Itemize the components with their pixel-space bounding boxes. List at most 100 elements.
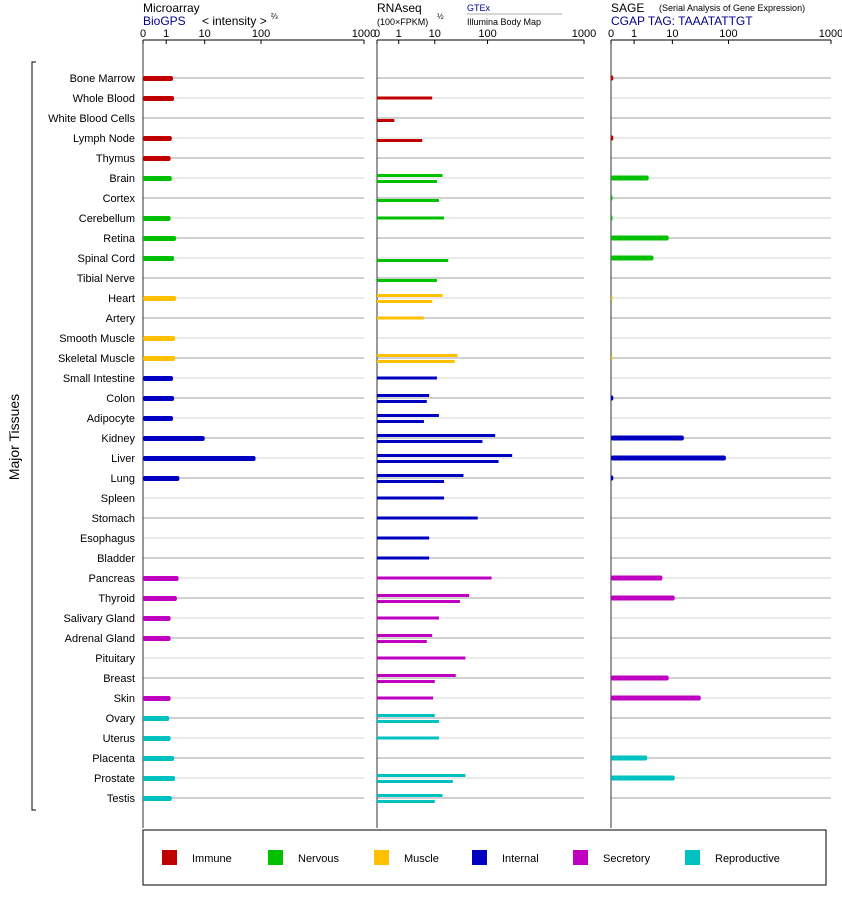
tissue-label: Lung: [111, 473, 135, 485]
sage-bar: [611, 75, 614, 81]
rna-tick-label: 1: [396, 28, 402, 40]
legend-swatch: [685, 850, 700, 865]
microarray-bar: [143, 256, 175, 261]
tissue-label: Brain: [109, 173, 135, 185]
microarray-bar: [143, 796, 172, 801]
legend-swatch: [374, 850, 389, 865]
rnaseq-unit: (100×FPKM): [377, 17, 428, 27]
gtex-bar: [377, 656, 466, 660]
sage-bar: [611, 775, 675, 781]
gtex-bar: [377, 594, 470, 597]
microarray-bar: [143, 756, 175, 761]
sage-bar: [611, 455, 726, 461]
gtex-bar: [377, 556, 430, 560]
gtex-bar: [377, 294, 443, 297]
micro-tick-label: 10: [199, 28, 211, 40]
micro-tick-label: 100: [252, 28, 270, 40]
sage-bar: [611, 355, 613, 361]
sage-bar: [611, 295, 613, 301]
tissue-label: Stomach: [92, 513, 135, 525]
microarray-bar: [143, 136, 172, 141]
sage-bar: [611, 255, 654, 261]
gtex-bar: [377, 434, 496, 437]
rnaseq-unit-exponent: ½: [437, 12, 444, 21]
tissue-label: White Blood Cells: [48, 113, 135, 125]
microarray-bar: [143, 216, 171, 221]
tissue-label: Bone Marrow: [70, 73, 135, 85]
microarray-bar: [143, 76, 173, 81]
gtex-bar: [377, 634, 433, 637]
tissue-label: Kidney: [101, 433, 135, 445]
legend-swatch: [472, 850, 487, 865]
sage-bar: [611, 595, 675, 601]
microarray-bar: [143, 476, 180, 481]
tissue-label: Adipocyte: [87, 413, 135, 425]
legend-swatch: [268, 850, 283, 865]
tissue-label: Ovary: [106, 713, 136, 725]
tissue-label: Colon: [106, 393, 135, 405]
illumina-bar: [377, 640, 427, 643]
gtex-bar: [377, 474, 464, 477]
tissue-label: Placenta: [92, 753, 136, 765]
illumina-bar: [377, 680, 435, 683]
microarray-bar: [143, 396, 175, 401]
microarray-bar: [143, 96, 175, 101]
sage-header: SAGE (Serial Analysis of Gene Expression…: [611, 1, 805, 28]
gtex-bar: [377, 616, 439, 620]
microarray-bar: [143, 356, 176, 361]
gtex-bar: [377, 516, 478, 520]
illumina-bar: [377, 300, 433, 303]
tissue-labels: Bone Marrow Whole Blood White Blood Cells L…: [48, 73, 136, 805]
sage-bar: [611, 215, 613, 221]
gtex-bar: [377, 454, 513, 457]
gtex-bar: [377, 216, 445, 220]
tissue-label: Cerebellum: [79, 213, 135, 225]
sage-bar: [611, 435, 684, 441]
illumina-bar: [377, 460, 499, 463]
illumina-bar: [377, 800, 435, 803]
legend-label: Reproductive: [715, 853, 780, 865]
tissue-label: Pancreas: [89, 573, 136, 585]
microarray-bar: [143, 436, 205, 441]
gtex-bar: [377, 714, 435, 717]
tissue-label: Thymus: [96, 153, 136, 165]
sage-tick-label: 100: [719, 28, 737, 40]
tissue-label: Whole Blood: [73, 93, 135, 105]
legend-label: Internal: [502, 853, 539, 865]
sage-bar: [611, 475, 614, 481]
sage-bar: [611, 675, 669, 681]
rna-tick-label: 0: [374, 28, 380, 40]
illumina-bar: [377, 420, 424, 423]
sage-bar: [611, 695, 701, 701]
sage-bar: [611, 395, 614, 401]
microarray-bar: [143, 456, 256, 461]
tissue-label: Spleen: [101, 493, 135, 505]
illumina-bar: [377, 360, 455, 363]
tissue-label: Heart: [108, 293, 135, 305]
microarray-bar: [143, 776, 176, 781]
microarray-title: Microarray: [143, 1, 200, 15]
legend: Immune Nervous Muscle Internal Secretory Repr…: [162, 850, 780, 865]
tissue-label: Tibial Nerve: [77, 273, 135, 285]
microarray-bar: [143, 596, 177, 601]
gtex-bar: [377, 496, 445, 500]
gtex-bar: [377, 174, 443, 177]
illumina-bar: [377, 400, 427, 403]
legend-label: Immune: [192, 853, 232, 865]
sage-bar: [611, 235, 669, 241]
microarray-bar: [143, 636, 171, 641]
sage-bar: [611, 755, 648, 761]
microarray-bar: [143, 296, 177, 301]
y-axis-label: Major Tissues: [6, 394, 22, 480]
bars-layer: [143, 75, 726, 803]
gtex-bar: [377, 376, 437, 380]
tissue-bracket: [31, 61, 36, 811]
gtex-bar: [377, 674, 456, 677]
grid-layer: [143, 77, 831, 799]
sage-subtitle: (Serial Analysis of Gene Expression): [659, 3, 805, 13]
tissue-label: Skin: [114, 693, 135, 705]
sage-tick-label: 1000: [819, 28, 842, 40]
gtex-bar: [377, 794, 443, 797]
tissue-label: Prostate: [94, 773, 135, 785]
